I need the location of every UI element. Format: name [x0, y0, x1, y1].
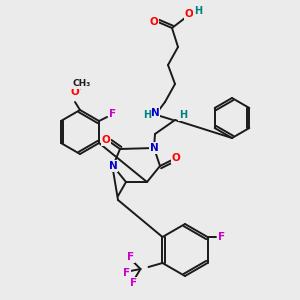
Text: F: F	[127, 252, 134, 262]
Text: N: N	[150, 143, 158, 153]
Text: O: O	[184, 9, 194, 19]
Text: F: F	[130, 278, 137, 288]
Text: O: O	[70, 87, 80, 97]
Text: O: O	[150, 17, 158, 27]
Text: N: N	[151, 108, 159, 118]
Text: N: N	[109, 161, 117, 171]
Text: O: O	[102, 135, 110, 145]
Text: H: H	[179, 110, 187, 120]
Text: O: O	[172, 153, 180, 163]
Text: F: F	[123, 268, 130, 278]
Text: CH₃: CH₃	[73, 80, 91, 88]
Text: F: F	[218, 232, 225, 242]
Text: H: H	[194, 6, 202, 16]
Text: F: F	[110, 109, 117, 119]
Text: H: H	[143, 110, 151, 120]
